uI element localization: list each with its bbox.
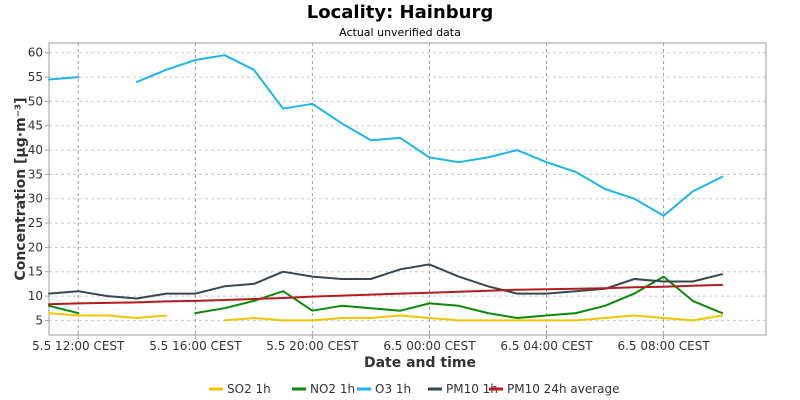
x-tick-label: 5.5 12:00 CEST: [32, 339, 125, 353]
y-axis-label: Concentration [µg·m⁻³]: [13, 97, 29, 280]
y-tick-label: 10: [28, 289, 43, 303]
x-tick-label: 6.5 08:00 CEST: [617, 339, 710, 353]
y-tick-label: 25: [28, 216, 43, 230]
y-tick-label: 50: [28, 94, 43, 108]
legend-label: PM10 1h: [446, 382, 498, 396]
y-tick-label: 15: [28, 265, 43, 279]
y-tick-label: 55: [28, 70, 43, 84]
legend: SO2 1h NO2 1h O3 1h PM10 1h PM10 24h average: [209, 382, 620, 396]
x-tick-label: 5.5 16:00 CEST: [149, 339, 242, 353]
x-tick-label: 6.5 00:00 CEST: [383, 339, 476, 353]
y-tick-label: 5: [35, 313, 43, 327]
chart-subtitle: Actual unverified data: [339, 26, 461, 39]
axis-ticks: 5 10 15 20 25 30 35 40 45 50 55 60 5.5 12:00 CEST 5.5…: [28, 46, 711, 353]
plot-area-frame: [48, 42, 767, 336]
series-line-no2-1h: [48, 275, 724, 319]
x-tick-label: 6.5 04:00 CEST: [500, 339, 593, 353]
legend-label: NO2 1h: [310, 382, 355, 396]
series-line-so2-1h: [48, 312, 724, 322]
series-lines: [48, 54, 724, 322]
x-axis-label: Date and time: [364, 355, 476, 371]
x-tick-label: 5.5 20:00 CEST: [266, 339, 359, 353]
legend-label: SO2 1h: [227, 382, 271, 396]
legend-label: O3 1h: [375, 382, 411, 396]
series-line-o3-1h: [48, 54, 724, 217]
y-tick-label: 60: [28, 46, 43, 60]
y-tick-label: 30: [28, 192, 43, 206]
grid: [49, 43, 766, 335]
y-tick-label: 40: [28, 143, 43, 157]
chart-title: Locality: Hainburg: [307, 2, 493, 23]
y-tick-label: 45: [28, 119, 43, 133]
y-tick-label: 20: [28, 240, 43, 254]
series-line-pm10-24h-average: [48, 283, 724, 306]
y-tick-label: 35: [28, 167, 43, 181]
legend-label: PM10 24h average: [507, 382, 620, 396]
